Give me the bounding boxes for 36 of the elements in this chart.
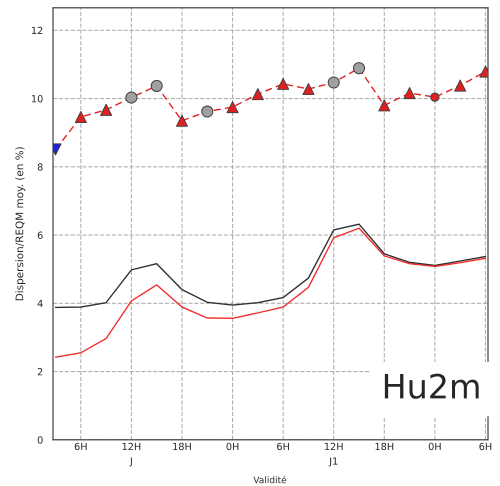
- y-tick-label: 8: [38, 163, 43, 171]
- y-tick-label: 12: [32, 26, 42, 34]
- point: [302, 82, 314, 96]
- x-tick-label: 0H: [226, 442, 238, 450]
- y-tick-label: 4: [38, 300, 43, 308]
- point: [176, 114, 188, 127]
- point: [277, 78, 290, 90]
- y-tick-label: 0: [38, 436, 43, 444]
- x-tick-label: 12H J: [122, 442, 140, 467]
- point: [378, 99, 390, 112]
- point: [430, 92, 440, 102]
- y-tick-label: 6: [38, 232, 43, 239]
- x-axis-title: Validité: [253, 476, 286, 484]
- point: [125, 91, 138, 104]
- x-tick-label: 6H: [277, 442, 289, 450]
- point: [454, 80, 466, 92]
- x-tick-label: 12H J1: [324, 442, 343, 467]
- annotation: Hu2m: [384, 374, 479, 399]
- x-tick-label: 6H: [74, 442, 87, 450]
- x-tick-label: 0H: [428, 442, 441, 450]
- x-tick-label: 6H: [479, 442, 492, 450]
- x-tick-label: 18H: [173, 442, 191, 450]
- point: [404, 87, 416, 100]
- y-tick-label: 10: [32, 95, 43, 102]
- point: [352, 62, 366, 74]
- point: [252, 88, 264, 100]
- y-axis-title: Dispersion/REQM moy. (en %): [15, 147, 26, 300]
- y-tick-label: 2: [38, 368, 42, 376]
- point: [74, 110, 87, 124]
- point: [328, 76, 340, 89]
- point: [226, 101, 239, 114]
- point: [100, 104, 112, 116]
- x-tick-label: 18H: [376, 442, 394, 450]
- line-series: [54, 228, 486, 358]
- point: [150, 80, 163, 92]
- point: [201, 105, 214, 118]
